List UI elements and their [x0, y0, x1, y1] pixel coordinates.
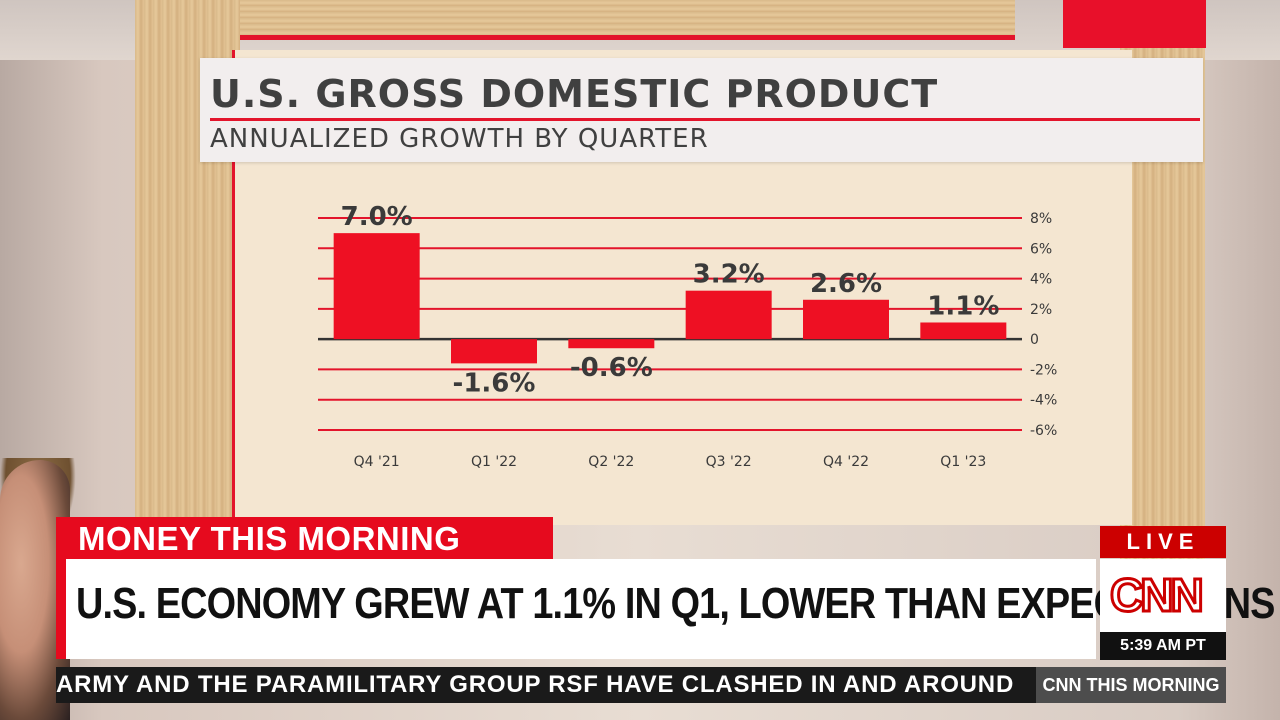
y-tick-label: 0: [1030, 332, 1039, 348]
bar: [451, 339, 537, 364]
gdp-bar-chart: 8% 6% 4% 2% 0 -2% -4% -6% 7.0% Q4 '21 -1.6% Q1 '22 -…: [318, 202, 1057, 470]
x-tick-label: Q3 '22: [706, 454, 752, 470]
wood-panel-top: [135, 0, 1015, 40]
x-tick-label: Q4 '22: [823, 454, 869, 470]
bar-data-label: -0.6%: [570, 353, 653, 383]
y-tick-label: -2%: [1030, 362, 1057, 378]
cnn-logo-box: CNN: [1100, 559, 1226, 632]
bar: [568, 339, 655, 349]
y-tick-label: 6%: [1030, 241, 1052, 257]
ticker-brand: CNN THIS MORNING: [1042, 675, 1220, 695]
show-name-banner: MONEY THIS MORNING: [56, 517, 553, 559]
time-badge: 5:39 AM PT: [1100, 632, 1226, 660]
cnn-logo: CNN: [1109, 569, 1206, 621]
x-tick-label: Q1 '22: [471, 454, 517, 470]
bar-data-label: 3.2%: [693, 260, 765, 290]
bar: [803, 299, 889, 340]
bar-data-label: 7.0%: [341, 202, 413, 232]
chart-title-box: U.S. GROSS DOMESTIC PRODUCT ANNUALIZED G…: [200, 58, 1203, 162]
ticker-text: ARMY AND THE PARAMILITARY GROUP RSF HAVE…: [56, 671, 1015, 698]
bar: [920, 322, 1007, 340]
show-name: MONEY THIS MORNING: [78, 520, 461, 557]
y-tick-label: 2%: [1030, 302, 1052, 318]
y-tick-label: 8%: [1030, 211, 1052, 227]
chart-subtitle: ANNUALIZED GROWTH BY QUARTER: [210, 124, 709, 154]
chart-title: U.S. GROSS DOMESTIC PRODUCT: [210, 72, 939, 116]
ticker-brand-box: CNN THIS MORNING: [1036, 667, 1226, 703]
y-tick-label: 4%: [1030, 272, 1052, 288]
live-label: LIVE: [1126, 529, 1200, 554]
headline-bar: U.S. ECONOMY GREW AT 1.1% IN Q1, LOWER T…: [56, 559, 1275, 659]
y-tick-label: -6%: [1030, 423, 1057, 439]
x-tick-label: Q2 '22: [588, 454, 634, 470]
news-ticker: ARMY AND THE PARAMILITARY GROUP RSF HAVE…: [56, 667, 1226, 703]
bar-data-label: 2.6%: [810, 269, 882, 299]
time-text: 5:39 AM PT: [1120, 637, 1206, 654]
studio-red-block: [1063, 0, 1206, 48]
live-badge: LIVE: [1100, 526, 1226, 558]
x-tick-label: Q1 '23: [940, 454, 986, 470]
headline-text: U.S. ECONOMY GREW AT 1.1% IN Q1, LOWER T…: [76, 579, 1275, 628]
bar-data-label: 1.1%: [927, 291, 999, 321]
x-tick-label: Q4 '21: [354, 454, 400, 470]
y-tick-label: -4%: [1030, 393, 1057, 409]
bar: [333, 233, 420, 340]
title-divider: [210, 118, 1200, 121]
bar: [685, 290, 772, 340]
bar-data-label: -1.6%: [453, 368, 536, 398]
